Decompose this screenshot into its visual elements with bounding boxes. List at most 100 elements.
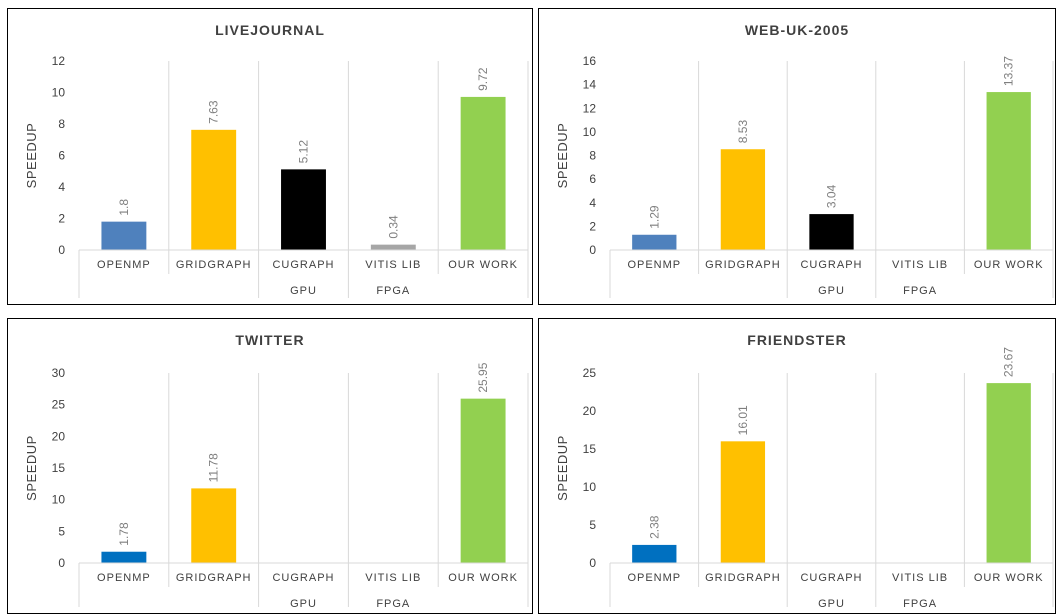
x-tick-label: CUGRAPH <box>272 259 334 271</box>
x-tick-label: CUGRAPH <box>272 572 334 584</box>
x-tick-label: OPENMP <box>97 259 151 271</box>
x-tick-label: OPENMP <box>97 572 151 584</box>
bar-cugraph <box>809 214 854 250</box>
group-label: FPGA <box>903 598 937 610</box>
bar-gridgraph <box>191 488 237 563</box>
y-tick-label: 4 <box>58 180 65 194</box>
x-tick-label: VITIS LIB <box>892 259 948 271</box>
bar-openmp <box>101 221 147 250</box>
bar-cugraph <box>281 169 326 250</box>
chart-svg: LIVEJOURNAL SPEEDUP 0 2 4 6 8 10 12 1.8 7.63 5.12 0.… <box>24 22 529 298</box>
y-tick-label: 10 <box>52 86 66 100</box>
y-axis-label: SPEEDUP <box>24 123 39 189</box>
y-tick-label: 2 <box>58 212 65 226</box>
data-label: 0.34 <box>386 215 400 239</box>
y-tick-label: 10 <box>583 480 597 494</box>
data-label: 23.67 <box>1002 347 1016 377</box>
chart-title: LIVEJOURNAL <box>215 22 325 38</box>
chart-title: FRIENDSTER <box>747 332 846 348</box>
y-tick-label: 5 <box>58 524 65 538</box>
y-tick-label: 10 <box>583 125 597 139</box>
y-tick-label: 2 <box>589 219 596 233</box>
bar-gridgraph <box>720 441 766 563</box>
x-tick-label: OUR WORK <box>974 259 1044 271</box>
chart-title: WEB-UK-2005 <box>745 22 849 38</box>
group-label: GPU <box>818 598 845 610</box>
y-tick-label: 0 <box>58 243 65 257</box>
bar-openmp <box>632 234 677 250</box>
chart-friendster: FRIENDSTER SPEEDUP 0 5 10 15 20 25 2.38 16.01 23.6… <box>538 318 1056 614</box>
bar-our-work <box>986 92 1031 251</box>
bar-gridgraph <box>720 149 766 250</box>
data-label: 25.95 <box>476 362 490 392</box>
data-label: 2.38 <box>647 515 661 539</box>
data-label: 7.63 <box>207 100 221 124</box>
chart-title: TWITTER <box>235 332 304 348</box>
x-tick-label: OUR WORK <box>974 572 1044 584</box>
bar-our-work <box>986 383 1031 563</box>
x-tick-label: GRIDGRAPH <box>705 572 781 584</box>
bar-openmp <box>101 551 147 563</box>
bar-vitis-lib <box>370 244 416 250</box>
y-tick-label: 6 <box>589 172 596 186</box>
group-label: FPGA <box>376 285 410 297</box>
x-tick-label: CUGRAPH <box>800 259 862 271</box>
data-label: 11.78 <box>207 453 221 482</box>
y-tick-label: 8 <box>589 149 596 163</box>
y-tick-label: 30 <box>52 366 66 380</box>
bar-our-work <box>460 398 506 563</box>
x-tick-label: VITIS LIB <box>365 572 421 584</box>
group-label: FPGA <box>903 285 937 297</box>
x-tick-label: VITIS LIB <box>892 572 948 584</box>
y-axis-label: SPEEDUP <box>24 435 39 501</box>
bar-openmp <box>632 544 677 563</box>
y-tick-label: 8 <box>58 117 65 131</box>
y-tick-label: 25 <box>52 398 66 412</box>
y-tick-label: 20 <box>52 429 66 443</box>
group-label: GPU <box>818 285 845 297</box>
chart-svg: WEB-UK-2005 SPEEDUP 0 2 4 6 8 10 12 14 16 1.29 8.53 3… <box>555 22 1054 298</box>
x-tick-label: CUGRAPH <box>800 572 862 584</box>
y-tick-label: 15 <box>52 461 66 475</box>
x-tick-label: OUR WORK <box>448 572 518 584</box>
data-label: 16.01 <box>736 405 750 435</box>
y-axis-label: SPEEDUP <box>555 435 570 501</box>
y-tick-label: 5 <box>589 518 596 532</box>
bar-our-work <box>460 96 506 250</box>
group-label: FPGA <box>376 598 410 610</box>
chart-svg: TWITTER SPEEDUP 0 5 10 15 20 25 30 1.78 11.78 25.95… <box>24 332 529 610</box>
y-tick-label: 0 <box>589 243 596 257</box>
data-label: 1.78 <box>117 522 131 546</box>
bar-gridgraph <box>191 129 237 250</box>
x-tick-label: OUR WORK <box>448 259 518 271</box>
y-tick-label: 12 <box>52 54 66 68</box>
data-label: 5.12 <box>297 140 311 164</box>
x-tick-label: GRIDGRAPH <box>705 259 781 271</box>
y-tick-label: 0 <box>58 556 65 570</box>
data-label: 13.37 <box>1002 56 1016 86</box>
y-tick-label: 6 <box>58 149 65 163</box>
data-label: 9.72 <box>476 67 490 91</box>
y-tick-label: 4 <box>589 196 596 210</box>
x-tick-label: VITIS LIB <box>365 259 421 271</box>
y-tick-label: 15 <box>583 442 597 456</box>
x-tick-label: GRIDGRAPH <box>176 259 252 271</box>
y-tick-label: 25 <box>583 366 597 380</box>
y-tick-label: 12 <box>583 101 597 115</box>
chart-web-uk-2005: WEB-UK-2005 SPEEDUP 0 2 4 6 8 10 12 14 16 1.29 8.53 3… <box>538 8 1056 305</box>
data-label: 8.53 <box>736 120 750 144</box>
y-tick-label: 16 <box>583 54 597 68</box>
chart-svg: FRIENDSTER SPEEDUP 0 5 10 15 20 25 2.38 16.01 23.6… <box>555 332 1054 610</box>
x-tick-label: OPENMP <box>627 572 681 584</box>
y-tick-label: 0 <box>589 556 596 570</box>
x-tick-label: OPENMP <box>627 259 681 271</box>
chart-livejournal: LIVEJOURNAL SPEEDUP 0 2 4 6 8 10 12 1.8 7.63 5.12 0.… <box>7 8 533 305</box>
y-tick-label: 14 <box>583 78 597 92</box>
x-tick-label: GRIDGRAPH <box>176 572 252 584</box>
y-tick-label: 10 <box>52 493 66 507</box>
y-axis-label: SPEEDUP <box>555 123 570 189</box>
data-label: 1.29 <box>647 205 661 229</box>
y-tick-label: 20 <box>583 404 597 418</box>
chart-twitter: TWITTER SPEEDUP 0 5 10 15 20 25 30 1.78 11.78 25.95… <box>7 318 533 614</box>
data-label: 3.04 <box>825 184 839 208</box>
